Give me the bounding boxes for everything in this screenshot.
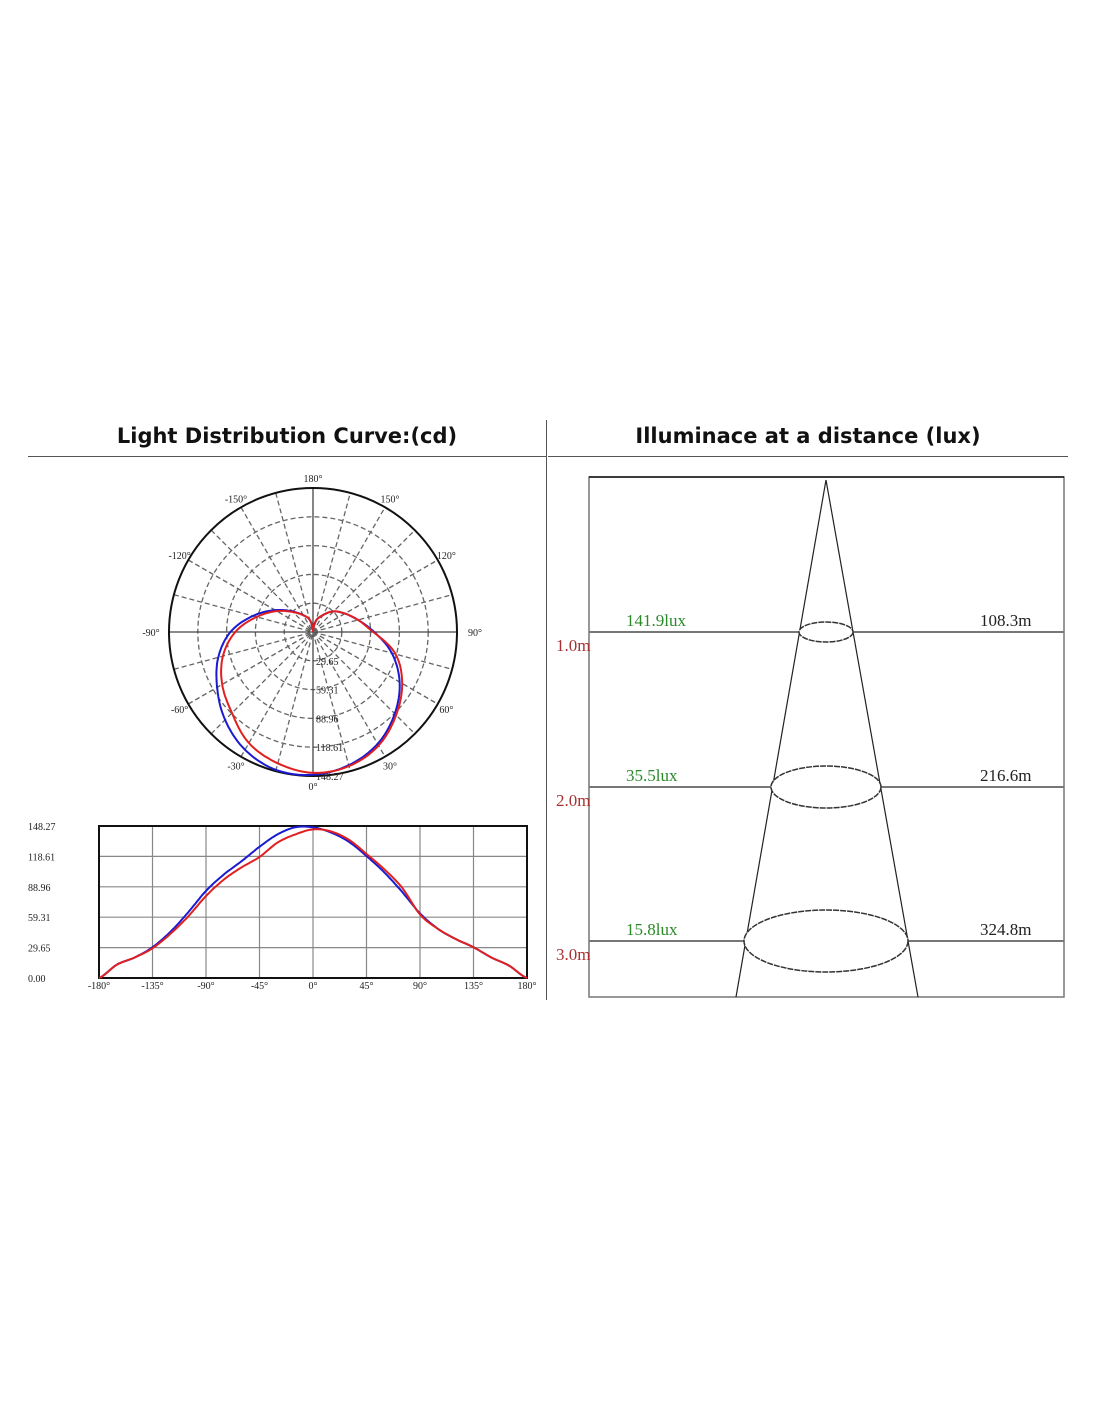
x-tick-label: -180° [88, 981, 110, 992]
diameter-label: 108.3m [980, 611, 1031, 630]
diameter-label: 216.6m [980, 766, 1031, 785]
polar-angle-label: 0° [309, 782, 318, 793]
lux-label: 141.9lux [626, 611, 686, 630]
polar-angle-label: 60° [439, 705, 453, 716]
polar-angle-label: 180° [304, 474, 323, 485]
polar-ring-label: 118.61 [316, 743, 343, 754]
polar-angle-label: 150° [381, 495, 400, 506]
line-series-1 [98, 828, 528, 979]
x-tick-label: -45° [251, 981, 268, 992]
polar-angle-label: 120° [437, 551, 456, 562]
cone-left-edge [735, 479, 827, 998]
x-tick-label: 135° [464, 981, 483, 992]
y-tick-label: 59.31 [28, 913, 51, 924]
y-tick-label: 88.96 [28, 883, 51, 894]
distance-label: 3.0m [556, 945, 590, 964]
distance-label: 2.0m [556, 791, 590, 810]
distance-label: 1.0m [556, 636, 590, 655]
x-tick-label: 90° [413, 981, 427, 992]
y-tick-label: 118.61 [28, 852, 55, 863]
illuminance-title: Illuminace at a distance (lux) [635, 424, 981, 448]
polar-angle-label: -30° [227, 761, 244, 772]
lux-label: 35.5lux [626, 766, 678, 785]
divider-vertical [546, 420, 547, 1000]
polar-angle-label: -60° [171, 705, 188, 716]
polar-ring-label: 29.65 [316, 657, 339, 668]
polar-series-1 [220, 609, 404, 774]
y-tick-label: 29.65 [28, 944, 51, 955]
diameter-label: 324.8m [980, 920, 1031, 939]
lux-label: 15.8lux [626, 920, 678, 939]
line-plot-frame [98, 825, 528, 979]
x-tick-label: -135° [141, 981, 163, 992]
divider-left [28, 456, 546, 457]
polar-angle-label: -150° [225, 495, 247, 506]
beam-ellipse [743, 909, 909, 973]
x-tick-label: -90° [197, 981, 214, 992]
beam-ellipse [798, 621, 854, 643]
y-tick-label: 148.27 [28, 822, 56, 833]
polar-angle-label: 30° [383, 761, 397, 772]
polar-ring-label: 59.31 [316, 686, 339, 697]
polar-angle-label: 90° [468, 628, 482, 639]
beam-ellipse [770, 765, 882, 809]
divider-right [548, 456, 1068, 457]
polar-outer-circle [168, 487, 458, 777]
polar-ring-label: 148.27 [316, 772, 344, 783]
polar-angle-label: -120° [168, 551, 190, 562]
cone-right-edge [825, 479, 919, 998]
x-tick-label: 45° [360, 981, 374, 992]
y-tick-label: 0.00 [28, 974, 46, 985]
light-distribution-title: Light Distribution Curve:(cd) [116, 424, 458, 448]
x-tick-label: 180° [518, 981, 537, 992]
x-tick-label: 0° [309, 981, 318, 992]
polar-ring-label: 88.96 [316, 714, 339, 725]
polar-angle-label: -90° [142, 628, 159, 639]
